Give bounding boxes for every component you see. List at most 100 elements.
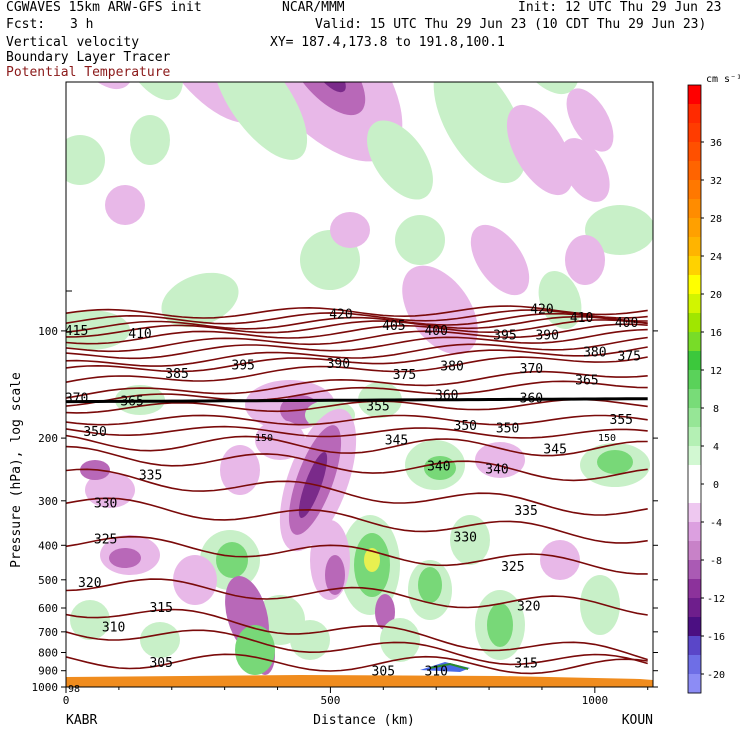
tropopause-line bbox=[66, 397, 648, 404]
terrain bbox=[66, 662, 653, 687]
colorbar-bin bbox=[688, 180, 701, 200]
velocity-cell bbox=[331, 0, 429, 90]
plot-frame bbox=[65, 81, 654, 688]
theta-label: 415 bbox=[65, 324, 88, 339]
field-boundary-layer-tracer: Boundary Layer Tracer bbox=[6, 50, 171, 65]
theta-label: 325 bbox=[501, 560, 524, 575]
theta-label: 335 bbox=[514, 504, 537, 519]
fcst-label: Fcst: bbox=[6, 17, 46, 32]
y-tick-label: 400 bbox=[38, 539, 58, 552]
colorbar-label: -12 bbox=[707, 594, 725, 605]
y-tick-label: 1000 bbox=[32, 681, 59, 694]
colorbar-bin bbox=[688, 541, 701, 561]
theta-label: 340 bbox=[485, 462, 508, 477]
velocity-cell bbox=[566, 88, 614, 152]
theta-contour bbox=[66, 380, 648, 407]
colorbar-bin bbox=[688, 408, 701, 428]
theta-label: 355 bbox=[366, 399, 389, 414]
theta-label: 315 bbox=[149, 601, 172, 616]
velocity-cell bbox=[565, 235, 605, 285]
theta-contour bbox=[66, 336, 648, 367]
theta-label: 400 bbox=[424, 324, 447, 339]
theta-label: 410 bbox=[128, 327, 151, 342]
colorbar-label: 24 bbox=[710, 252, 722, 263]
theta-label: 370 bbox=[65, 392, 88, 407]
theta-label: 400 bbox=[615, 316, 638, 331]
colorbar-label: -8 bbox=[710, 556, 722, 567]
theta-contour bbox=[66, 425, 648, 439]
x-tick-label: 500 bbox=[320, 694, 340, 707]
x-axis-label: Distance (km) bbox=[313, 713, 415, 728]
colorbar-bin bbox=[688, 484, 701, 504]
y-axis-label: Pressure (hPa), log scale bbox=[9, 372, 24, 568]
velocity-cell bbox=[290, 620, 330, 660]
tropopause-label-mid: 150 bbox=[255, 433, 273, 444]
colorbar-label: 4 bbox=[713, 442, 719, 453]
colorbar-bin bbox=[688, 123, 701, 143]
colorbar-label: 8 bbox=[713, 404, 719, 415]
colorbar-unit: cm s⁻¹ bbox=[706, 74, 740, 85]
velocity-cell bbox=[212, 82, 308, 160]
colorbar: 36 32 28 24 20 16 12 8 4 0 -4 -8 -12 -16 -20 bbox=[687, 84, 725, 694]
y-tick-label: 700 bbox=[38, 626, 58, 639]
corner-value-label: 98 bbox=[68, 684, 80, 695]
init-time: Init: 12 UTC Thu 29 Jun 23 bbox=[518, 0, 722, 15]
y-tick-label: 900 bbox=[38, 665, 58, 678]
theta-contour bbox=[66, 328, 648, 360]
velocity-cell bbox=[580, 575, 620, 635]
theta-label: 305 bbox=[372, 665, 395, 680]
right-endpoint-label: KOUN bbox=[622, 713, 653, 728]
colorbar-bin bbox=[688, 85, 701, 105]
model-title: CGWAVES 15km ARW-GFS init bbox=[6, 0, 202, 15]
theta-label: 370 bbox=[520, 362, 543, 377]
velocity-cell bbox=[220, 445, 260, 495]
velocity-cell bbox=[216, 542, 248, 578]
left-endpoint-label: KABR bbox=[66, 713, 97, 728]
theta-label: 310 bbox=[102, 620, 125, 635]
theta-contour bbox=[66, 629, 648, 666]
theta-label: 360 bbox=[520, 392, 543, 407]
colorbar-bin bbox=[688, 446, 701, 466]
velocity-cell bbox=[235, 625, 275, 675]
theta-label: 395 bbox=[493, 328, 516, 343]
velocity-cell bbox=[418, 567, 442, 603]
theta-label: 390 bbox=[327, 357, 350, 372]
colorbar-label: -20 bbox=[707, 670, 725, 681]
org-label: NCAR/MMM bbox=[282, 0, 345, 15]
theta-label: 345 bbox=[385, 433, 408, 448]
colorbar-bin bbox=[688, 161, 701, 181]
terrain-fill bbox=[66, 675, 653, 687]
theta-contour bbox=[66, 653, 648, 675]
theta-label: 385 bbox=[165, 367, 188, 382]
velocity-cell bbox=[66, 82, 135, 90]
velocity-cell bbox=[506, 104, 574, 196]
theta-labels: 420 420 415 410 410 405 400 400 395 395 390 390 385 3… bbox=[65, 302, 641, 680]
velocity-cell bbox=[364, 548, 380, 572]
theta-contour bbox=[66, 309, 648, 325]
colorbar-label: -16 bbox=[707, 632, 725, 643]
theta-contour bbox=[66, 316, 648, 338]
fcst-value: 3 h bbox=[70, 17, 94, 32]
colorbar-bin bbox=[688, 199, 701, 219]
theta-contour bbox=[66, 608, 648, 661]
theta-contour bbox=[66, 370, 648, 399]
field-potential-temperature: Potential Temperature bbox=[6, 65, 171, 80]
colorbar-bin bbox=[688, 655, 701, 675]
y-tick-label: 500 bbox=[38, 574, 58, 587]
y-tick-label: 200 bbox=[38, 432, 58, 445]
velocity-cell bbox=[470, 224, 530, 296]
velocity-cell bbox=[96, 0, 164, 73]
theta-contours bbox=[66, 305, 648, 675]
theta-label: 350 bbox=[83, 425, 106, 440]
velocity-cell bbox=[402, 265, 478, 355]
theta-label: 380 bbox=[583, 346, 606, 361]
velocity-cell bbox=[130, 115, 170, 165]
velocity-cell bbox=[325, 555, 345, 595]
colorbar-bin bbox=[688, 579, 701, 599]
colorbar-label: 20 bbox=[710, 290, 722, 301]
velocity-cell bbox=[380, 618, 420, 662]
theta-contour bbox=[66, 434, 648, 457]
theta-label: 410 bbox=[570, 311, 593, 326]
velocity-cell bbox=[487, 603, 513, 647]
theta-label: 395 bbox=[231, 358, 254, 373]
